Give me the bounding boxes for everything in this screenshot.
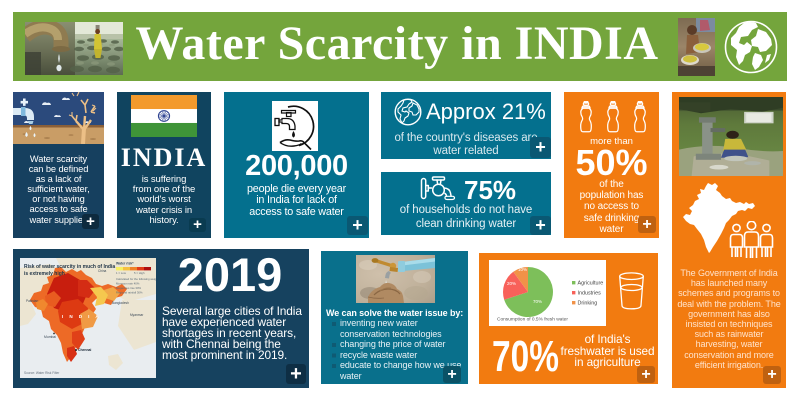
svg-text:20%: 20% — [507, 281, 516, 286]
svg-text:Calculated for the following w: Calculated for the following weightings: — [116, 277, 156, 281]
svg-text:Bangladesh: Bangladesh — [112, 301, 129, 305]
svg-text:Pakistan: Pakistan — [26, 299, 38, 303]
svg-text:Drinking: Drinking — [578, 300, 598, 306]
svg-text:Consumption of 0.5% fresh wate: Consumption of 0.5% fresh water — [497, 317, 568, 323]
svg-text:1 = Low: 1 = Low — [116, 271, 127, 275]
svg-text:I N D I A: I N D I A — [62, 314, 101, 319]
svg-text:is extremely high: is extremely high — [24, 271, 65, 277]
svg-text:Megacities rise 30%: Megacities rise 30% — [116, 286, 142, 290]
svg-text:Mumbai: Mumbai — [44, 335, 56, 339]
svg-text:Industries: Industries — [578, 290, 602, 296]
svg-text:5 = High: 5 = High — [134, 271, 145, 275]
svg-text:Chennai: Chennai — [78, 348, 91, 352]
svg-text:China: China — [98, 269, 107, 273]
svg-text:Risk of water scarcity in much: Risk of water scarcity in much of India — [24, 264, 115, 270]
svg-text:Myanmar: Myanmar — [130, 313, 144, 317]
svg-text:Water risk*: Water risk* — [116, 262, 134, 266]
svg-text:10%: 10% — [518, 267, 527, 272]
svg-text:Regional rainfall 30%: Regional rainfall 30% — [116, 291, 143, 295]
svg-text:70%: 70% — [533, 299, 542, 304]
svg-text:Agriculture: Agriculture — [578, 280, 604, 286]
svg-text:Source: Water Risk Filter: Source: Water Risk Filter — [24, 371, 60, 375]
svg-text:Monsoon rain 40%: Monsoon rain 40% — [116, 282, 140, 286]
